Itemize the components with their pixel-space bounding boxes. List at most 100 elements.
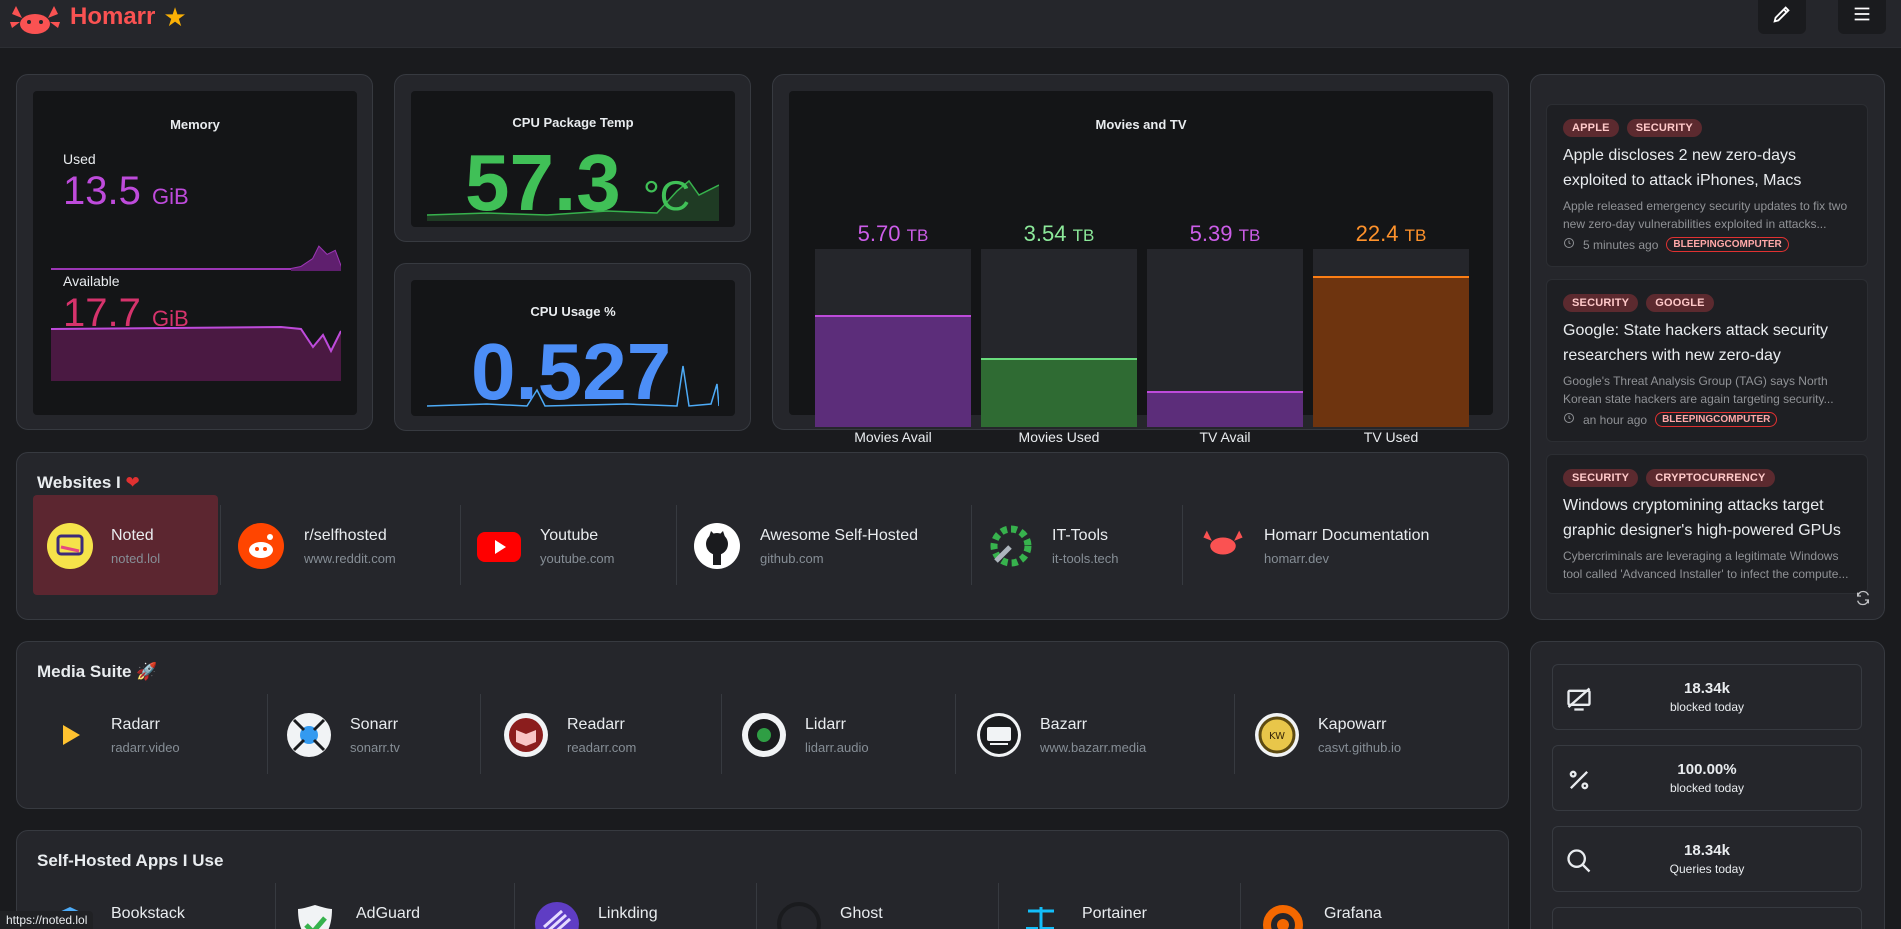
kapowarr-icon: KW	[1254, 712, 1300, 758]
media_suite-tile-name: Bazarr	[1040, 716, 1088, 733]
used-value: 13.5 GiB	[63, 169, 189, 213]
bar-label: TV Avail	[1199, 429, 1251, 445]
media_suite-tile-4[interactable]: Bazarr www.bazarr.media	[962, 684, 1232, 784]
clock-icon	[1563, 237, 1575, 252]
self_hosted-tile-3[interactable]: Ghost	[762, 873, 996, 929]
websites-tile-4[interactable]: IT-Tools it-tools.tech	[974, 495, 1180, 595]
radarr-icon	[47, 712, 93, 758]
rss-meta: 5 minutes ago BLEEPINGCOMPUTER	[1563, 237, 1789, 252]
rss-source-badge: BLEEPINGCOMPUTER	[1655, 412, 1778, 427]
rss-title[interactable]: Windows cryptomining attacks target grap…	[1563, 497, 1841, 539]
media_suite-tile-3[interactable]: Lidarr lidarr.audio	[727, 684, 953, 784]
app-title: Homarr	[70, 3, 156, 30]
refresh-icon[interactable]	[1855, 590, 1871, 606]
bar-value-unit: TB	[1072, 226, 1095, 245]
search-icon	[1565, 847, 1593, 875]
cpu-usage-widget: CPU Usage % 0.527	[394, 263, 751, 431]
bazarr-icon	[976, 712, 1022, 758]
ghost-icon	[776, 901, 822, 929]
self_hosted-tile-1[interactable]: AdGuard	[278, 873, 512, 929]
bar-value-number: 22.4	[1355, 221, 1399, 246]
rss-description: Google's Threat Analysis Group (TAG) say…	[1563, 374, 1834, 406]
bar-value: 5.70 TB	[815, 221, 971, 247]
self_hosted-tile-4[interactable]: Portainer	[1004, 873, 1238, 929]
dns-stat-value: 18.34k	[1684, 842, 1730, 859]
sonarr-icon	[286, 712, 332, 758]
cpu-usage-value: 0.527	[471, 327, 672, 416]
dns-stat-card: 100.00% blocked today	[1552, 745, 1862, 811]
media_suite-tile-name: Radarr	[111, 716, 160, 733]
readarr-icon	[503, 712, 549, 758]
cpu-usage-sparkline	[427, 365, 719, 407]
portainer-icon	[1018, 901, 1064, 929]
bar-0	[815, 249, 971, 427]
websites-tile-0[interactable]: Noted noted.lol	[33, 495, 218, 595]
tile-divider	[676, 505, 677, 585]
media_suite-tile-name: Lidarr	[805, 716, 846, 733]
self_hosted-tile-5[interactable]: Grafana	[1246, 873, 1480, 929]
media_suite-tile-url: sonarr.tv	[350, 740, 400, 755]
rss-tag-badge: SECURITY	[1563, 294, 1639, 312]
cpu-temp-widget: CPU Package Temp 57.3 °C	[394, 74, 751, 242]
dns-stat-card: 18.34k blocked today	[1552, 664, 1862, 730]
media_suite-tile-2[interactable]: Readarr readarr.com	[489, 684, 719, 784]
used-label: Used	[63, 151, 96, 167]
lidarr-icon	[741, 712, 787, 758]
self-hosted-title: Self-Hosted Apps I Use	[37, 851, 224, 870]
dns-stat-value: 100.00%	[1677, 761, 1737, 778]
tile-divider	[1240, 883, 1241, 929]
websites-tile-2[interactable]: Youtube youtube.com	[462, 495, 674, 595]
media-suite-title: Media Suite 🚀	[37, 662, 158, 681]
rss-title[interactable]: Apple discloses 2 new zero-days exploite…	[1563, 147, 1802, 189]
websites-title: Websites I ❤	[37, 473, 140, 492]
rss-item[interactable]: APPLE SECURITY Apple discloses 2 new zero-…	[1546, 104, 1868, 267]
self_hosted-tile-2[interactable]: Linkding	[520, 873, 754, 929]
rss-item[interactable]: SECURITY CRYPTOCURRENCY Windows cryptomini…	[1546, 454, 1868, 594]
bar-fill	[981, 358, 1137, 427]
logo[interactable]: Homarr ★	[8, 0, 187, 34]
tile-divider	[756, 883, 757, 929]
media_suite-tile-url: readarr.com	[567, 740, 637, 755]
movies-tv-title: Movies and TV	[1095, 117, 1187, 132]
rss-tags: SECURITY CRYPTOCURRENCY	[1563, 469, 1775, 487]
tile-divider	[721, 694, 722, 774]
homarr-icon	[1200, 523, 1246, 569]
edit-mode-button[interactable]	[1758, 0, 1806, 34]
websites-tile-1[interactable]: r/selfhosted www.reddit.com	[224, 495, 458, 595]
cpu-temp-title: CPU Package Temp	[512, 115, 634, 130]
websites-tile-3[interactable]: Awesome Self-Hosted github.com	[680, 495, 969, 595]
dns-stat-label: blocked today	[1669, 700, 1745, 714]
bar-label: Movies Avail	[854, 429, 932, 445]
bar-value-unit: TB	[1404, 226, 1427, 245]
media_suite-tile-5[interactable]: KW Kapowarr casvt.github.io	[1240, 684, 1480, 784]
websites-tile-name: r/selfhosted	[304, 527, 387, 544]
svg-text:KW: KW	[1269, 731, 1285, 742]
bar-label: Movies Used	[1018, 429, 1100, 445]
bar-3	[1313, 249, 1469, 427]
rss-tag-badge: SECURITY	[1563, 469, 1639, 487]
media_suite-tile-1[interactable]: Sonarr sonarr.tv	[272, 684, 478, 784]
reddit-icon	[238, 523, 284, 569]
bar-1	[981, 249, 1137, 427]
rss-tag-badge: APPLE	[1563, 119, 1619, 137]
rss-title[interactable]: Google: State hackers attack security re…	[1563, 322, 1829, 364]
tile-divider	[514, 883, 515, 929]
self_hosted-tile-name: Linkding	[598, 905, 658, 922]
cpu-temp-sparkline	[427, 179, 719, 221]
self_hosted-tile-name: AdGuard	[356, 905, 421, 922]
websites-tile-name: Awesome Self-Hosted	[760, 527, 918, 544]
websites-tile-url: youtube.com	[540, 551, 615, 566]
websites-tile-5[interactable]: Homarr Documentation homarr.dev	[1186, 495, 1486, 595]
media_suite-tile-0[interactable]: Radarr radarr.video	[33, 684, 265, 784]
heart-icon: ❤	[125, 473, 140, 492]
hamburger-icon	[1854, 7, 1870, 21]
websites-tile-url: homarr.dev	[1264, 551, 1330, 566]
top-bar: Homarr ★	[0, 0, 1901, 48]
rss-tags: APPLE SECURITY	[1563, 119, 1702, 137]
rss-item[interactable]: SECURITY GOOGLE Google: State hackers atta…	[1546, 279, 1868, 442]
blocked-screen-icon	[1565, 685, 1593, 713]
websites-tile-name: Homarr Documentation	[1264, 527, 1430, 544]
pencil-icon	[1773, 6, 1790, 23]
menu-button[interactable]	[1838, 0, 1886, 34]
websites-tile-url: github.com	[760, 551, 824, 566]
